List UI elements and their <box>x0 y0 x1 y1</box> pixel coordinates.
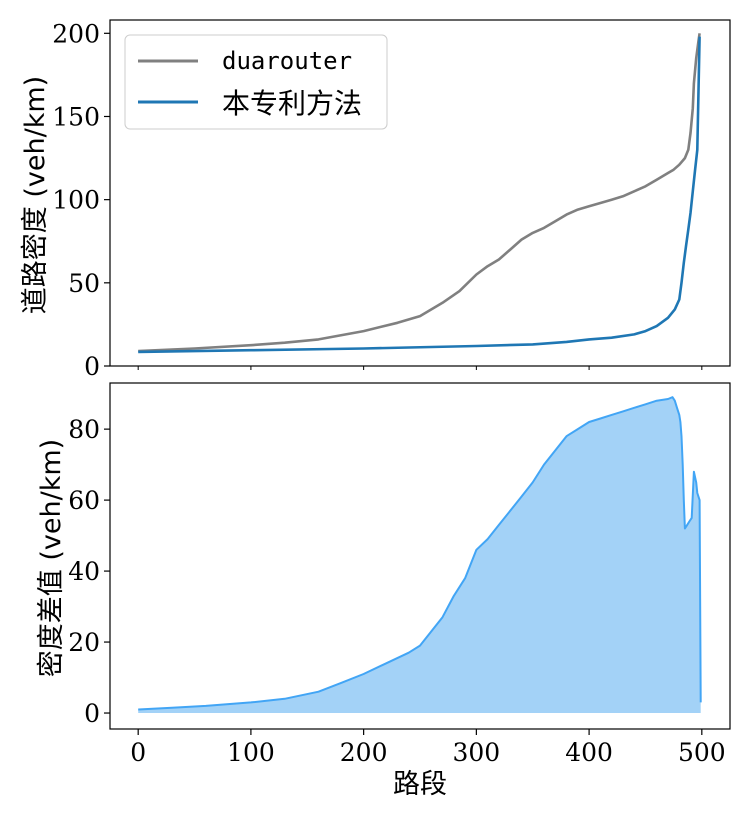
x-tick-label: 200 <box>340 738 388 767</box>
legend-duarouter-label: duarouter <box>222 47 352 75</box>
bottom-x-ticks: 0 100 200 300 400 500 <box>130 729 725 767</box>
bottom-y-tick-label: 60 <box>68 486 100 515</box>
legend: duarouter 本专利方法 <box>125 35 387 129</box>
top-chart: 0 50 100 150 200 道路密度 (veh/km) duarouter 本专利… <box>20 19 730 381</box>
top-y-tick-label: 200 <box>52 19 100 48</box>
bottom-y-tick-label: 40 <box>68 557 100 586</box>
x-tick-label: 500 <box>678 738 726 767</box>
bottom-y-tick-label: 0 <box>84 699 100 728</box>
bottom-y-ticks: 0 20 40 60 80 <box>68 415 110 728</box>
bottom-y-axis-title: 密度差值 (veh/km) <box>36 439 67 677</box>
top-y-tick-label: 50 <box>68 269 100 298</box>
top-y-tick-label: 0 <box>84 352 100 381</box>
top-y-tick-label: 100 <box>52 186 100 215</box>
x-axis-title: 路段 <box>393 769 447 800</box>
bottom-y-tick-label: 80 <box>68 415 100 444</box>
legend-method-label: 本专利方法 <box>222 87 362 120</box>
x-tick-label: 0 <box>130 738 146 767</box>
x-tick-label: 300 <box>453 738 501 767</box>
top-y-axis-title: 道路密度 (veh/km) <box>20 76 51 314</box>
bottom-chart: 0 20 40 60 80 0 100 200 300 400 500 密度差值 (veh/km)… <box>36 383 730 800</box>
x-tick-label: 100 <box>227 738 275 767</box>
top-y-tick-label: 150 <box>52 102 100 131</box>
bottom-y-tick-label: 20 <box>68 628 100 657</box>
x-tick-label: 400 <box>565 738 613 767</box>
